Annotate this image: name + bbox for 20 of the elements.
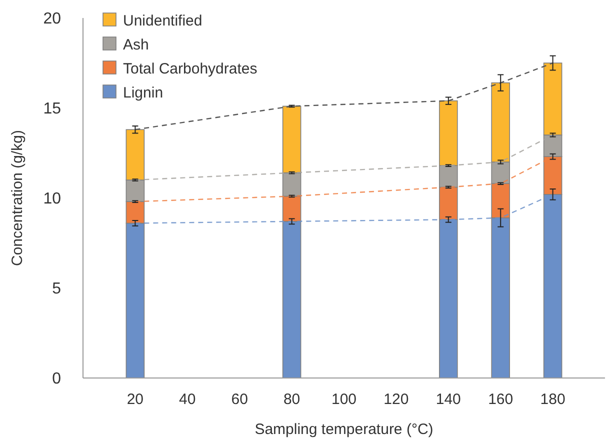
y-tick-label: 15 [43,100,62,118]
legend-label: Total Carbohydrates [123,60,258,78]
x-tick-label: 120 [384,391,409,408]
y-tick-label: 0 [52,370,62,388]
x-tick-label: 80 [283,391,300,408]
legend-label: Lignin [123,84,164,102]
x-tick-label: 160 [488,391,514,408]
y-tick-label: 20 [43,10,62,28]
x-tick-label: 20 [126,391,144,408]
x-axis-title: Sampling temperature (°C) [254,421,434,438]
y-tick-label: 5 [52,280,62,298]
legend-label: Ash [123,36,149,54]
x-tick-label: 100 [331,391,357,408]
legend-label: Unidentified [123,12,202,30]
x-tick-label: 40 [179,391,196,408]
x-tick-label: 180 [540,391,566,408]
y-axis-title: Concentration (g/kg) [9,130,26,266]
x-tick-label: 60 [231,391,248,408]
x-tick-label: 140 [436,391,461,408]
y-tick-label: 10 [43,190,62,208]
